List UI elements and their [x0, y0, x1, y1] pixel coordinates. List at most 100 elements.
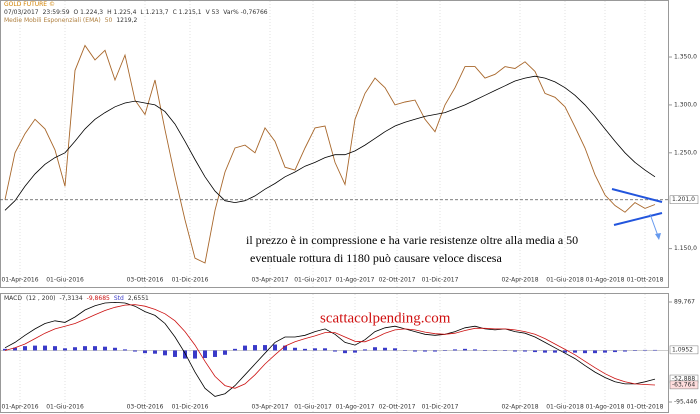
- info-item: 07/03/2017: [4, 9, 39, 16]
- histogram-bar: [43, 345, 47, 351]
- histogram-bar: [143, 350, 147, 354]
- macd-legend: MACD (12 , 200) -7,3134 -9,8685 Std 2,65…: [4, 295, 149, 302]
- x-tick-label: 01-Ago-2017: [336, 277, 375, 284]
- y-tick-label: 1.150,0: [674, 245, 697, 252]
- info-item: 23:59:59: [42, 9, 70, 16]
- info-bar: 07/03/2017 23:59:59 O 1.224,3 H 1.225,4 L 1.…: [4, 9, 268, 16]
- histogram-bar: [413, 350, 417, 352]
- info-item: V 53: [205, 9, 220, 16]
- x-tick-label: 02-Apr-2018: [501, 404, 538, 411]
- info-item: C 1.215,1: [172, 9, 202, 16]
- series-line: [4, 304, 656, 389]
- indicator-label: Medie Mobili Esponenziali (EMA): [4, 17, 101, 24]
- histogram-bar: [373, 347, 377, 351]
- histogram-bar: [223, 350, 227, 355]
- histogram-bar: [403, 350, 407, 351]
- series-line: [4, 301, 656, 397]
- x-tick-label: 03-Ott-2016: [127, 404, 164, 411]
- histogram-bar: [433, 350, 437, 352]
- histogram-bar: [523, 350, 527, 352]
- histogram-bar: [273, 344, 277, 351]
- x-tick-label: 01-Giu-2016: [46, 404, 84, 411]
- histogram-bar: [623, 350, 627, 352]
- x-tick-label: 01-Ott-2018: [627, 277, 664, 284]
- histogram-bar: [63, 348, 67, 351]
- x-tick-label: 01-Giu-2018: [546, 277, 584, 284]
- histogram-bar: [613, 350, 617, 353]
- legend-name: Std: [113, 295, 124, 302]
- y-tick-label: 89,767: [674, 299, 695, 306]
- trend-line: [611, 188, 663, 203]
- x-tick-label: 01-Dic-2016: [172, 404, 209, 411]
- histogram-bar: [543, 350, 547, 353]
- price-frame: [0, 0, 669, 288]
- histogram-bar: [583, 350, 587, 354]
- x-tick-label: 01-Dic-2016: [172, 277, 209, 284]
- histogram-bar: [123, 349, 127, 351]
- histogram-bar: [513, 350, 517, 352]
- histogram-bar: [163, 350, 167, 356]
- histogram-bar: [33, 345, 37, 351]
- histogram-bar: [263, 345, 267, 351]
- histogram-bar: [23, 346, 27, 351]
- histogram-bar: [493, 350, 497, 352]
- x-tick-label: 02-Ott-2017: [379, 277, 416, 284]
- histogram-bar: [133, 350, 137, 352]
- macd-title: MACD: [4, 295, 22, 302]
- info-item: L 1.213,7: [140, 9, 169, 16]
- arrow-head: [655, 233, 661, 240]
- info-item: O 1.224,3: [73, 9, 104, 16]
- histogram-bar: [473, 349, 477, 351]
- histogram-bar: [153, 350, 157, 354]
- histogram-bar: [353, 350, 357, 353]
- histogram-bar: [13, 347, 17, 351]
- x-tick-label: 01-Ago-2017: [336, 404, 375, 411]
- x-tick-label: 01-Dic-2017: [422, 404, 459, 411]
- annotation: il prezzo è in compressione e ha varie r…: [246, 233, 578, 247]
- legend-value: -9,8685: [86, 295, 110, 302]
- ema-legend: Medie Mobili Esponenziali (EMA) 50 1219,…: [4, 17, 137, 24]
- histogram-bar: [233, 348, 237, 351]
- histogram-bar: [173, 350, 177, 357]
- y-tick-label: -95,446: [674, 399, 697, 406]
- histogram-bar: [503, 350, 507, 351]
- x-tick-label: 02-Apr-2018: [501, 277, 538, 284]
- info-item: Var% -0,76766: [223, 9, 268, 16]
- histogram-bar: [103, 346, 107, 351]
- x-tick-label: 01-Ago-2018: [586, 277, 625, 284]
- histogram-bar: [553, 350, 557, 353]
- histogram-bar: [423, 350, 427, 352]
- histogram-bar: [183, 350, 187, 359]
- histogram-bar: [73, 347, 77, 351]
- histogram-bar: [293, 347, 297, 351]
- histogram-bar: [83, 346, 87, 351]
- legend-value: -7,3134: [59, 295, 83, 302]
- x-tick-label: 01-Ott-2018: [627, 404, 664, 411]
- x-tick-label: 03-Apr-2017: [251, 277, 288, 284]
- x-tick-label: 03-Apr-2017: [251, 404, 288, 411]
- histogram-bar: [643, 349, 647, 351]
- histogram-bar: [633, 350, 637, 351]
- y-tick-label: 1.350,0: [674, 54, 697, 61]
- x-tick-label: 01-Giu-2016: [46, 277, 84, 284]
- x-tick-label: 01-Dic-2017: [422, 277, 459, 284]
- histogram-bar: [483, 350, 487, 352]
- series-line: [4, 44, 656, 264]
- marker-label: 1.201,0: [672, 196, 695, 203]
- marker-label: 1,0952: [672, 346, 693, 353]
- legend-name: 50: [104, 17, 113, 24]
- histogram-bar: [253, 345, 257, 351]
- x-tick-label: 01-Apr-2016: [1, 277, 38, 284]
- histogram-bar: [193, 350, 197, 359]
- y-tick-label: 1.250,0: [674, 149, 697, 156]
- value-marker: [669, 345, 699, 355]
- trend-line: [613, 212, 663, 226]
- histogram-bar: [283, 345, 287, 351]
- marker-label: -63,764: [672, 381, 695, 388]
- histogram-bar: [333, 350, 337, 352]
- histogram-bar: [113, 347, 117, 351]
- histogram-bar: [243, 345, 247, 351]
